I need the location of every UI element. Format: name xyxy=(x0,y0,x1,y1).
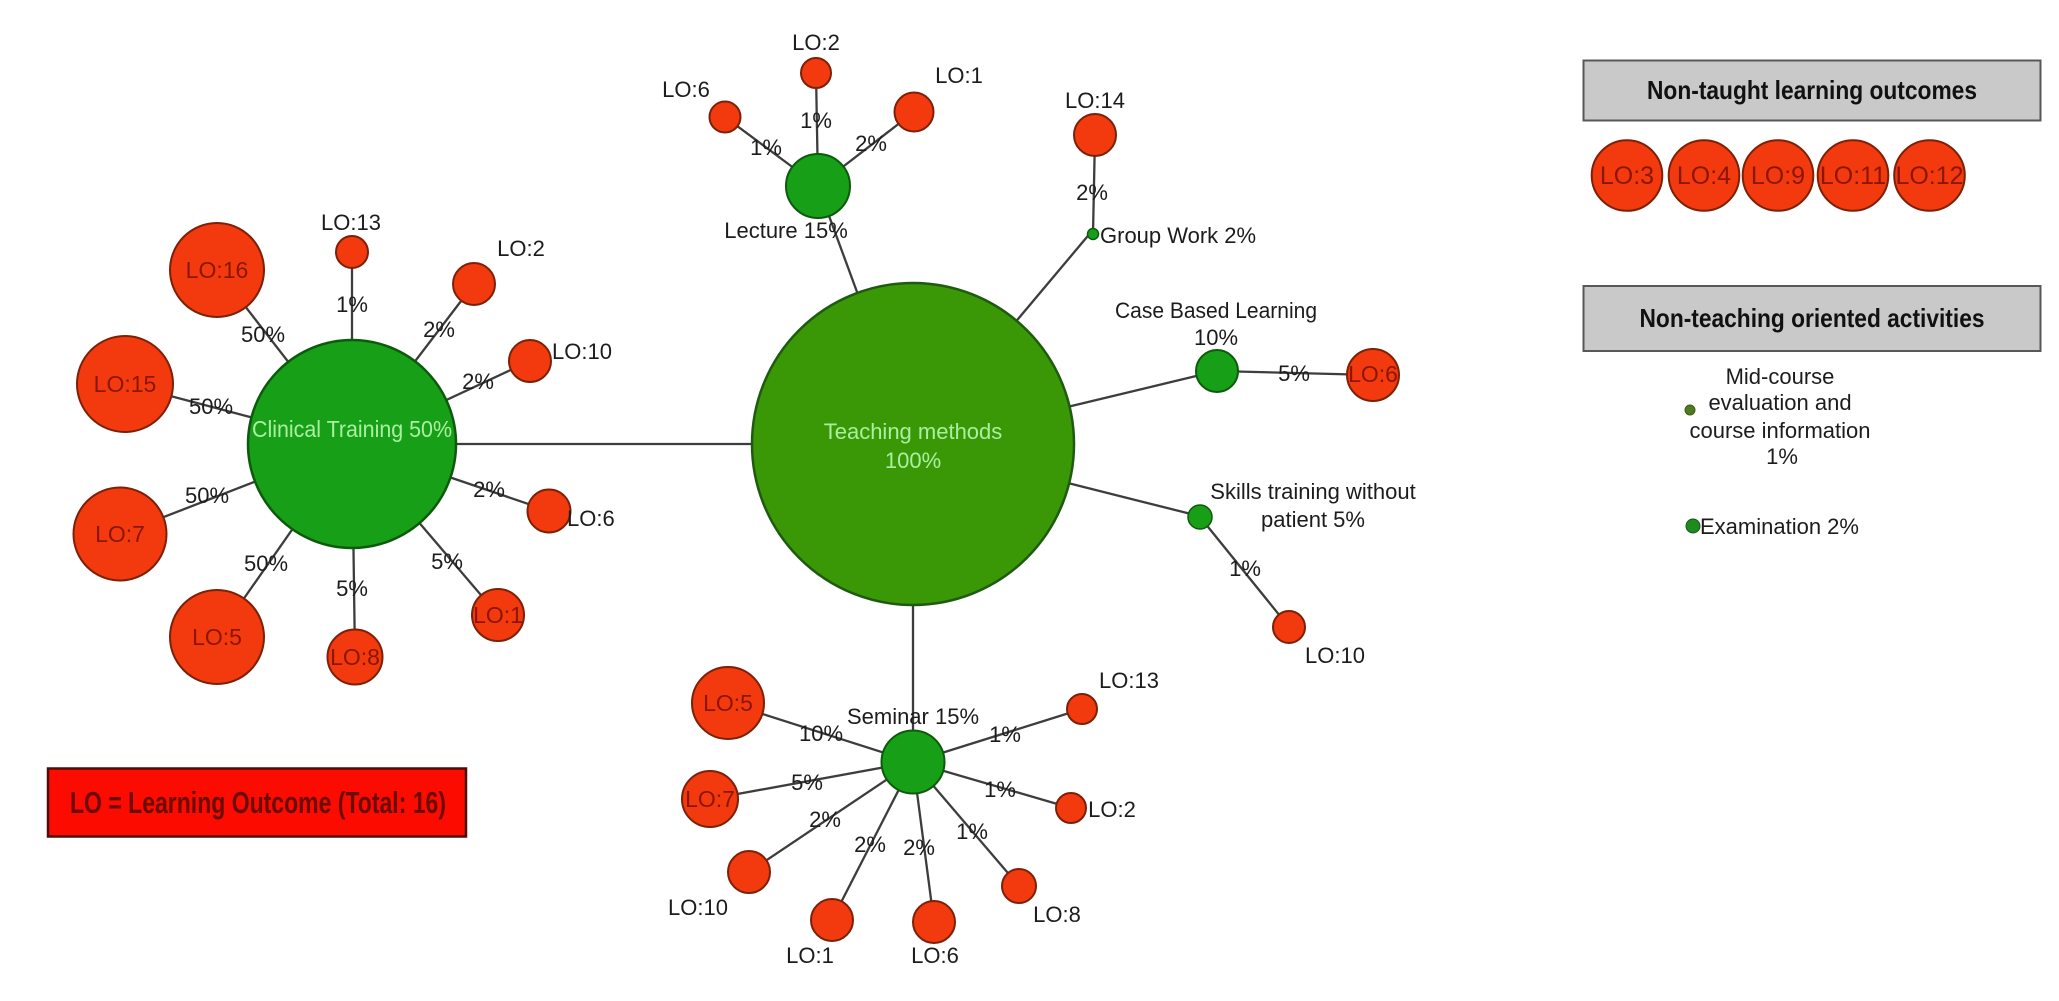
svg-text:LO:6: LO:6 xyxy=(911,943,959,968)
svg-text:5%: 5% xyxy=(1278,361,1310,386)
svg-text:Non-teaching oriented activiti: Non-teaching oriented activities xyxy=(1640,303,1985,333)
svg-text:Mid-course: Mid-course xyxy=(1726,364,1835,389)
svg-text:LO:2: LO:2 xyxy=(1088,797,1136,822)
svg-text:LO:10: LO:10 xyxy=(1305,643,1365,668)
svg-text:50%: 50% xyxy=(189,394,233,419)
svg-text:50%: 50% xyxy=(185,483,229,508)
svg-text:LO:5: LO:5 xyxy=(703,690,753,716)
svg-text:2%: 2% xyxy=(855,131,887,156)
svg-text:10%: 10% xyxy=(799,721,843,746)
svg-text:50%: 50% xyxy=(244,551,288,576)
svg-text:LO:1: LO:1 xyxy=(473,602,523,628)
svg-text:LO:8: LO:8 xyxy=(330,644,380,670)
svg-text:1%: 1% xyxy=(956,819,988,844)
svg-text:LO:13: LO:13 xyxy=(321,210,381,235)
svg-text:1%: 1% xyxy=(800,108,832,133)
svg-text:2%: 2% xyxy=(462,369,494,394)
svg-text:LO:12: LO:12 xyxy=(1895,162,1963,190)
svg-text:LO:11: LO:11 xyxy=(1820,162,1886,190)
svg-text:100%: 100% xyxy=(885,448,941,473)
svg-text:LO:7: LO:7 xyxy=(95,521,145,547)
svg-text:LO:3: LO:3 xyxy=(1600,162,1654,190)
svg-text:evaluation and: evaluation and xyxy=(1708,390,1851,415)
svg-text:LO:10: LO:10 xyxy=(668,895,728,920)
svg-text:10%: 10% xyxy=(1194,325,1238,350)
svg-text:2%: 2% xyxy=(854,832,886,857)
svg-text:2%: 2% xyxy=(809,807,841,832)
svg-text:LO:8: LO:8 xyxy=(1033,902,1081,927)
svg-text:course information: course information xyxy=(1690,418,1871,443)
svg-text:2%: 2% xyxy=(473,477,505,502)
svg-text:Non-taught learning outcomes: Non-taught learning outcomes xyxy=(1647,75,1977,105)
svg-text:LO:9: LO:9 xyxy=(1751,162,1805,190)
svg-text:Skills training without: Skills training without xyxy=(1210,479,1415,504)
svg-text:LO:15: LO:15 xyxy=(94,371,157,397)
svg-text:LO:7: LO:7 xyxy=(685,786,735,812)
svg-text:1%: 1% xyxy=(750,135,782,160)
svg-text:LO:2: LO:2 xyxy=(497,236,545,261)
svg-text:LO:4: LO:4 xyxy=(1677,162,1731,190)
svg-text:50%: 50% xyxy=(241,322,285,347)
svg-text:Case Based Learning: Case Based Learning xyxy=(1115,298,1317,323)
svg-text:2%: 2% xyxy=(423,317,455,342)
svg-text:LO:6: LO:6 xyxy=(567,506,615,531)
svg-text:1%: 1% xyxy=(989,722,1021,747)
svg-text:LO:10: LO:10 xyxy=(552,339,612,364)
svg-text:Clinical Training 50%: Clinical Training 50% xyxy=(252,416,452,442)
svg-text:2%: 2% xyxy=(1076,180,1108,205)
svg-text:Lecture 15%: Lecture 15% xyxy=(724,218,848,243)
svg-text:LO:14: LO:14 xyxy=(1065,88,1125,113)
svg-text:LO:2: LO:2 xyxy=(792,30,840,55)
svg-text:LO:16: LO:16 xyxy=(186,257,249,283)
svg-text:LO = Learning Outcome (Total:: LO = Learning Outcome (Total: 16) xyxy=(70,785,446,820)
svg-text:1%: 1% xyxy=(984,777,1016,802)
svg-text:LO:5: LO:5 xyxy=(192,624,242,650)
svg-text:2%: 2% xyxy=(903,835,935,860)
svg-text:LO:1: LO:1 xyxy=(935,63,983,88)
svg-text:Examination 2%: Examination 2% xyxy=(1700,514,1859,539)
svg-text:LO:1: LO:1 xyxy=(786,943,834,968)
svg-text:1%: 1% xyxy=(1229,556,1261,581)
svg-text:5%: 5% xyxy=(431,549,463,574)
svg-text:5%: 5% xyxy=(791,770,823,795)
svg-text:LO:13: LO:13 xyxy=(1099,668,1159,693)
svg-text:patient 5%: patient 5% xyxy=(1261,507,1365,532)
svg-text:LO:6: LO:6 xyxy=(662,77,710,102)
svg-text:Seminar 15%: Seminar 15% xyxy=(847,704,979,729)
svg-text:1%: 1% xyxy=(336,292,368,317)
svg-text:1%: 1% xyxy=(1766,444,1798,469)
svg-text:Teaching methods: Teaching methods xyxy=(824,419,1003,444)
svg-text:5%: 5% xyxy=(336,576,368,601)
svg-text:Group Work 2%: Group Work 2% xyxy=(1100,223,1256,248)
svg-text:LO:6: LO:6 xyxy=(1348,361,1398,387)
